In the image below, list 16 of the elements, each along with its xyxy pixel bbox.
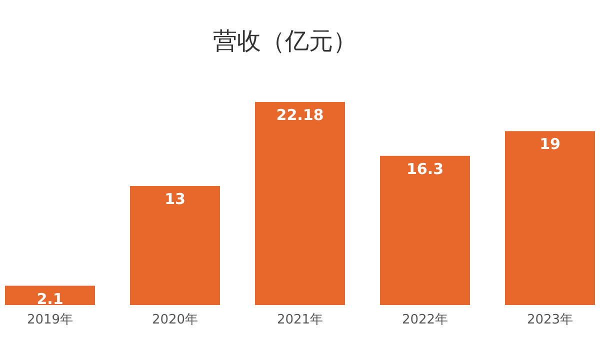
data-label: 19 <box>540 135 560 154</box>
data-label: 13 <box>164 190 186 208</box>
data-label: 16.3 <box>406 160 444 178</box>
x-tick-label: 2021年 <box>276 312 324 328</box>
bar <box>505 131 595 305</box>
chart-title: 营收（亿元） <box>213 27 357 55</box>
x-tick-label: 2020年 <box>152 312 198 328</box>
bar <box>255 102 345 305</box>
x-tick-label: 2019年 <box>26 312 74 328</box>
x-tick-label: 2023年 <box>526 312 574 328</box>
bar <box>130 186 220 305</box>
bar <box>380 156 470 305</box>
data-label: 2.1 <box>36 290 64 308</box>
data-label: 22.18 <box>276 106 324 124</box>
x-tick-label: 2022年 <box>402 312 448 328</box>
bar <box>5 286 95 305</box>
